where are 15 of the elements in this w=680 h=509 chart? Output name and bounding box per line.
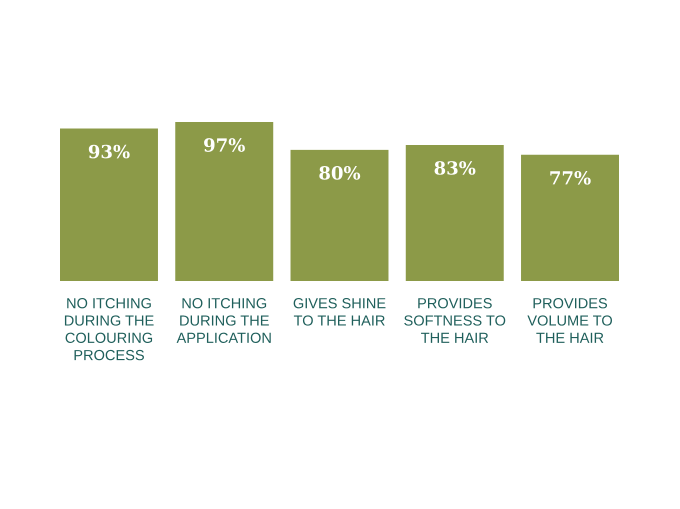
x-tick-label: NO ITCHING DURING THE APPLICATION <box>176 298 271 343</box>
data-label: 77% <box>550 170 591 185</box>
bar <box>521 154 619 281</box>
bar <box>290 150 388 281</box>
data-label: 80% <box>319 166 360 180</box>
x-tick-label: NO ITCHING DURING THE COLOURING PROCESS <box>64 298 154 360</box>
bar <box>406 144 504 281</box>
bar <box>60 128 158 281</box>
x-tick-label: PROVIDES SOFTNESS TO THE HAIR <box>404 298 506 343</box>
x-tick-label: GIVES SHINE TO THE HAIR <box>294 298 386 326</box>
data-label: 83% <box>434 161 476 175</box>
x-tick-label: PROVIDES VOLUME TO THE HAIR <box>527 298 612 343</box>
data-label: 97% <box>204 138 245 152</box>
bar <box>175 122 274 281</box>
data-label: 93% <box>88 144 130 158</box>
